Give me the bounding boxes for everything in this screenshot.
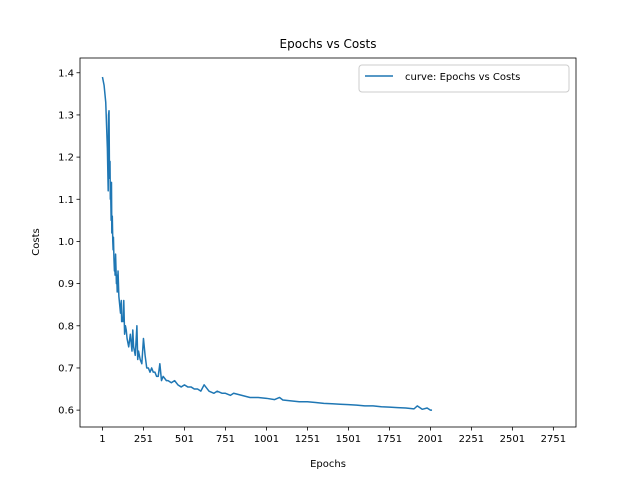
- y-tick-label: 0.7: [58, 363, 74, 374]
- y-tick-label: 1.0: [58, 237, 74, 248]
- x-tick-label: 1751: [377, 434, 402, 445]
- y-tick-label: 1.4: [58, 68, 74, 79]
- x-tick-label: 2751: [541, 434, 566, 445]
- x-tick-label: 1: [99, 434, 105, 445]
- x-axis-label: Epochs: [310, 459, 346, 470]
- chart-title: Epochs vs Costs: [280, 37, 377, 51]
- legend: curve: Epochs vs Costs: [358, 64, 570, 93]
- x-tick-label: 2251: [459, 434, 484, 445]
- plot-frame: [79, 57, 577, 428]
- x-tick-label: 1001: [254, 434, 279, 445]
- y-tick-label: 1.3: [58, 110, 74, 121]
- y-axis-ticks: 0.6 0.7 0.8 0.9 1.0 1.1 1.2 1.3 1.4: [58, 68, 80, 417]
- y-tick-label: 0.9: [58, 279, 74, 290]
- y-axis-label: Costs: [31, 228, 42, 255]
- x-tick-label: 2501: [500, 434, 525, 445]
- legend-entry: curve: Epochs vs Costs: [405, 72, 520, 83]
- x-tick-label: 1501: [336, 434, 361, 445]
- legend-box: [358, 64, 570, 93]
- plot-area: [80, 58, 576, 427]
- y-tick-label: 1.2: [58, 153, 74, 164]
- x-axis-ticks: 1 251 501 751 1001 1251 1501 1751 2001 2251 2501 27…: [99, 427, 566, 445]
- x-tick-label: 1251: [295, 434, 320, 445]
- x-tick-label: 2001: [418, 434, 443, 445]
- y-tick-label: 0.8: [58, 321, 74, 332]
- x-tick-label: 501: [175, 434, 194, 445]
- series-layer: [101, 76, 433, 411]
- series-line-0: [101, 76, 433, 411]
- x-tick-label: 251: [134, 434, 153, 445]
- y-tick-label: 1.1: [58, 195, 74, 206]
- x-tick-label: 751: [216, 434, 235, 445]
- y-tick-label: 0.6: [58, 406, 74, 417]
